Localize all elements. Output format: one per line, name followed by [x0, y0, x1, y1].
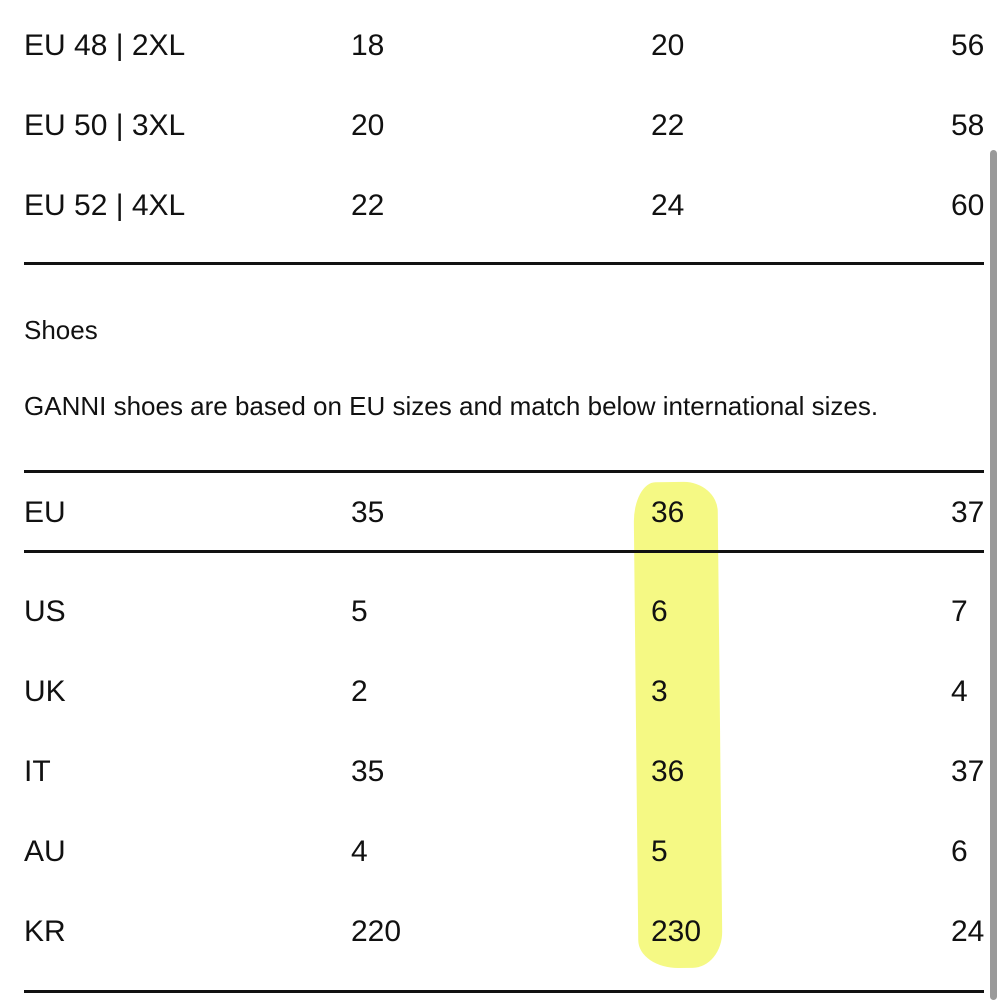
size-label: EU 48 | 2XL: [24, 29, 186, 62]
region-label: US: [24, 595, 66, 628]
section-description: GANNI shoes are based on EU sizes and ma…: [24, 391, 879, 421]
header-divider: [24, 550, 984, 553]
size-value: 5: [651, 835, 668, 868]
region-label: UK: [24, 675, 66, 708]
size-value: 18: [351, 29, 385, 62]
size-value: 6: [651, 595, 668, 628]
size-value: 20: [651, 29, 685, 62]
size-value: 37: [951, 755, 985, 788]
size-value: 58: [951, 109, 985, 142]
column-header: 36: [651, 496, 685, 529]
size-value: 24: [951, 915, 985, 948]
column-header: 35: [351, 496, 385, 529]
section-title: Shoes: [24, 315, 98, 345]
size-value: 56: [951, 29, 985, 62]
size-value: 20: [351, 109, 385, 142]
highlighter-mark: [633, 481, 723, 969]
size-value: 36: [651, 755, 685, 788]
size-value: 2: [351, 675, 368, 708]
size-value: 4: [351, 835, 368, 868]
size-value: 230: [651, 915, 702, 948]
size-value: 3: [651, 675, 668, 708]
size-value: 22: [351, 189, 385, 222]
size-value: 220: [351, 915, 402, 948]
size-value: 5: [351, 595, 368, 628]
size-value: 24: [651, 189, 685, 222]
size-value: 7: [951, 595, 968, 628]
size-value: 22: [651, 109, 685, 142]
table-divider: [24, 262, 984, 265]
size-value: 4: [951, 675, 968, 708]
column-header: EU: [24, 496, 66, 529]
table-top-divider: [24, 470, 984, 473]
size-value: 60: [951, 189, 985, 222]
region-label: KR: [24, 915, 66, 948]
size-label: EU 52 | 4XL: [24, 189, 186, 222]
region-label: IT: [24, 755, 51, 788]
size-value: 6: [951, 835, 968, 868]
column-header: 37: [951, 496, 985, 529]
vertical-scrollbar[interactable]: [990, 150, 997, 1000]
size-value: 35: [351, 755, 385, 788]
region-label: AU: [24, 835, 66, 868]
table-bottom-divider: [24, 990, 984, 993]
size-label: EU 50 | 3XL: [24, 109, 186, 142]
